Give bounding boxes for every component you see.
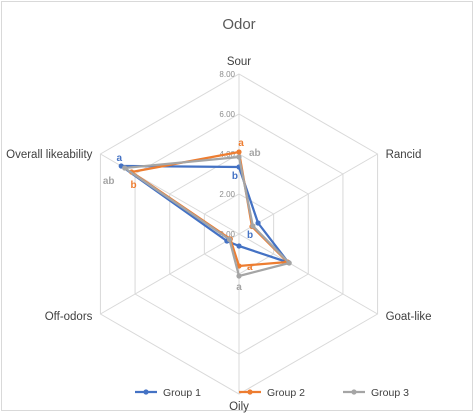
series-point xyxy=(250,223,256,229)
axis-label-sour: Sour xyxy=(227,56,251,68)
significance-label: b xyxy=(232,171,238,182)
axis-spoke-4 xyxy=(100,233,240,315)
series-point xyxy=(122,165,128,171)
legend-label: Group 1 xyxy=(163,387,201,399)
series-point xyxy=(236,273,242,279)
axis-label-overall-likeability: Overall likeability xyxy=(6,149,93,161)
significance-label: ab xyxy=(103,176,115,187)
tick-label: 2.00 xyxy=(219,190,235,199)
significance-label: a xyxy=(236,282,242,293)
axis-spoke-1 xyxy=(238,153,378,235)
significance-label: a xyxy=(247,262,253,273)
significance-label: b xyxy=(131,180,137,191)
legend-swatch-point xyxy=(247,389,253,395)
axis-label-off-odors: Off-odors xyxy=(45,311,93,323)
series-point xyxy=(236,149,242,155)
series-point xyxy=(286,260,292,266)
series-point xyxy=(236,154,242,160)
chart-title: Odor xyxy=(222,16,255,33)
series-point xyxy=(236,243,242,249)
significance-label: ab xyxy=(249,148,261,159)
tick-label: 8.00 xyxy=(219,70,235,79)
legend-label: Group 3 xyxy=(371,387,409,399)
legend-swatch-point xyxy=(143,389,149,395)
significance-label: a xyxy=(238,138,244,149)
legend-swatch-point xyxy=(351,389,357,395)
axis-label-rancid: Rancid xyxy=(386,149,422,161)
significance-label: b xyxy=(247,230,253,241)
tick-label: 0.00 xyxy=(219,230,235,239)
legend-label: Group 2 xyxy=(267,387,305,399)
significance-label: a xyxy=(116,153,122,164)
axis-label-oily: Oily xyxy=(229,401,249,413)
series-point xyxy=(255,220,261,226)
series-line-3 xyxy=(123,155,291,278)
axis-spoke-2 xyxy=(238,233,378,315)
axis-label-goat-like: Goat-like xyxy=(386,311,432,323)
series-point xyxy=(226,236,233,243)
tick-label: 6.00 xyxy=(219,110,235,119)
